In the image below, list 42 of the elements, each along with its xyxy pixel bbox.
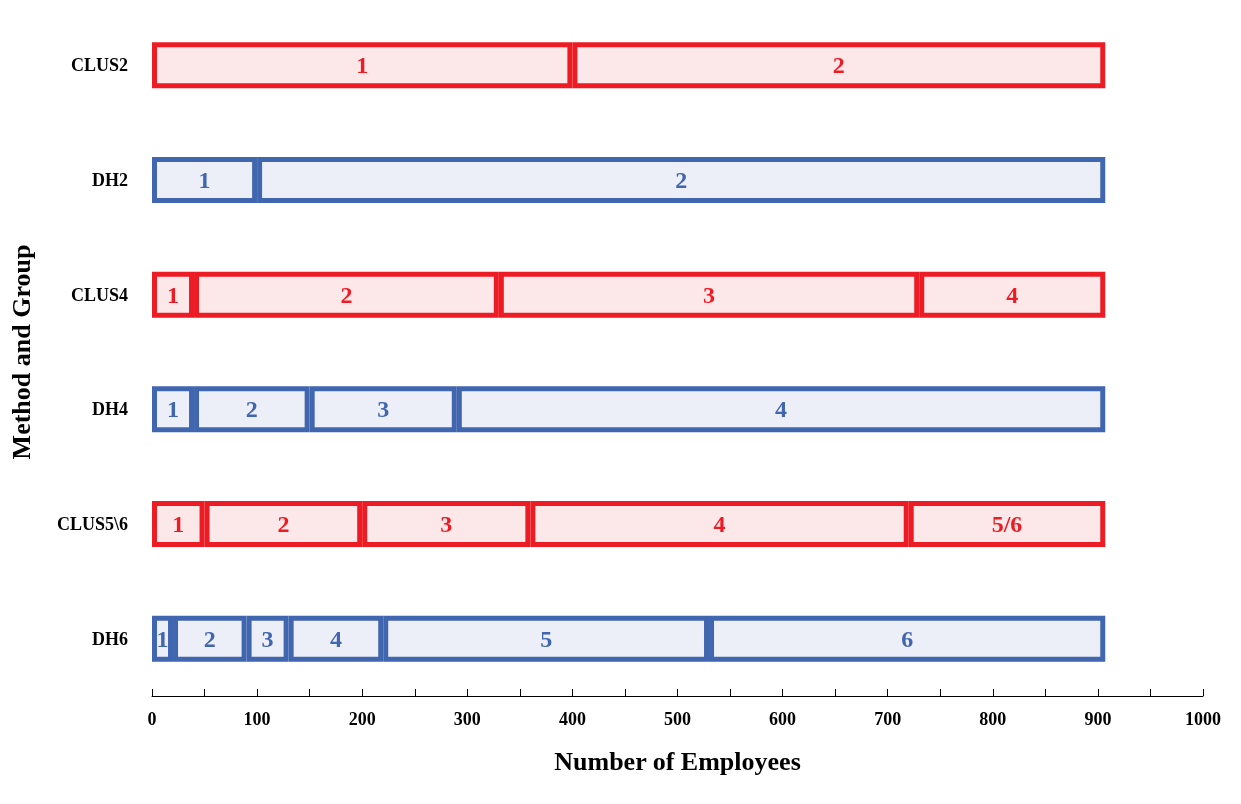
text: 1 — [198, 167, 211, 193]
x-tick-label: 900 — [1084, 709, 1112, 729]
text: 2 — [675, 167, 688, 193]
x-tick-label: 400 — [558, 709, 586, 729]
y-tick-label: DH2 — [92, 170, 128, 190]
y-tick-label: CLUS2 — [70, 55, 128, 76]
text: 1 — [172, 511, 185, 537]
series-label: 2 — [832, 52, 845, 79]
text: 2 — [340, 281, 353, 308]
text: 3 — [261, 625, 274, 652]
text: 2 — [203, 625, 216, 652]
x-tick-label: 0 — [147, 709, 157, 729]
series-label: 5 — [540, 625, 553, 652]
text: 4 — [775, 396, 788, 423]
text: 1 — [167, 396, 180, 423]
x-tick-label: 200 — [348, 709, 376, 729]
series-label: 5/6 — [991, 511, 1023, 537]
text: 4 — [329, 625, 342, 652]
x-tick-label: 800 — [979, 709, 1007, 729]
text: 3 — [377, 396, 390, 423]
y-tick-label: DH4 — [92, 399, 128, 420]
text: 4 — [713, 511, 726, 537]
x-tick-label: 1000 — [1185, 709, 1221, 729]
x-tick-label: 500 — [664, 709, 691, 729]
series-label: 1 — [156, 625, 169, 652]
text: 1 — [356, 52, 369, 79]
text: 2 — [245, 396, 258, 423]
y-axis-title: Method and Group — [6, 244, 36, 460]
series-label: 6 — [901, 625, 914, 652]
text: 2 — [277, 511, 290, 537]
y-tick-label: CLUS5\6 — [56, 514, 128, 534]
text: 1 — [167, 281, 180, 308]
text: 3 — [440, 511, 453, 537]
x-tick-label: 300 — [453, 709, 481, 729]
x-tick-label: 700 — [874, 709, 902, 729]
x-tick-label: 100 — [243, 709, 271, 729]
x-tick-label: 600 — [769, 709, 797, 729]
series-label: 4 — [1006, 281, 1019, 308]
y-tick-label: CLUS4 — [70, 284, 128, 305]
x-axis-title: Number of Employees — [554, 746, 801, 776]
series-label: 3 — [703, 281, 716, 308]
y-tick-label: DH6 — [92, 628, 128, 649]
